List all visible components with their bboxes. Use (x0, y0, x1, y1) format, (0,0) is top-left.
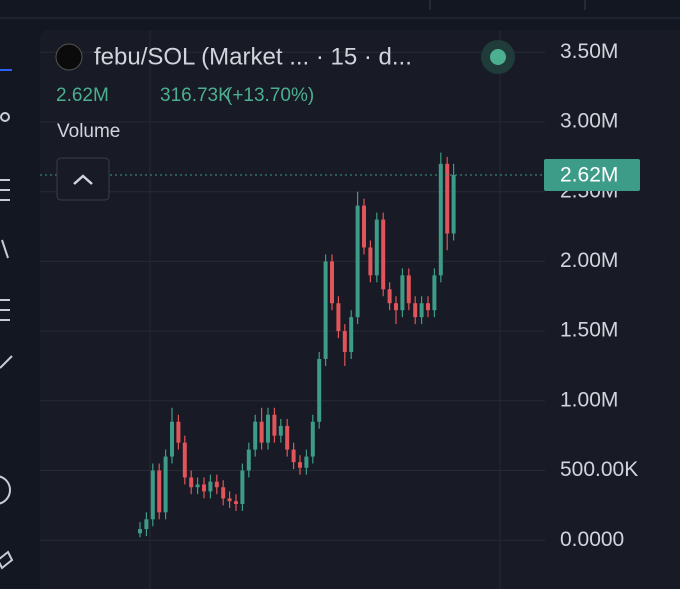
toolbar-icon[interactable] (1, 239, 9, 259)
candle-body (266, 414, 270, 443)
toolbar-icon[interactable] (0, 179, 10, 201)
toolbar-icon[interactable] (0, 475, 11, 505)
collapse-button[interactable] (56, 157, 110, 201)
candle-body (246, 449, 251, 471)
candle-body (426, 303, 430, 311)
candle-body (214, 481, 219, 488)
candle-body (259, 421, 264, 443)
y-tick-label: 1.50M (560, 319, 618, 342)
candle-body (234, 501, 238, 504)
token-icon (55, 43, 83, 71)
candle-body (150, 470, 155, 520)
candle-body (438, 163, 443, 276)
last-value-box (544, 158, 640, 191)
candle-body (304, 456, 309, 468)
candle-body (189, 477, 194, 488)
candle-body (387, 289, 392, 304)
candle-body (253, 421, 258, 450)
last-value-label: 2.62M (560, 164, 618, 187)
chart-panel (40, 30, 680, 589)
candle-body (227, 498, 232, 502)
candle-body (342, 331, 347, 353)
candle-body (413, 303, 418, 318)
y-tick-label: 1.00M (560, 388, 618, 411)
candle-body (330, 261, 334, 304)
candle-body (374, 219, 379, 276)
status-dot (490, 49, 506, 65)
candle-body (170, 421, 174, 457)
candle-body (138, 529, 142, 534)
candle-body (202, 484, 206, 492)
candle-body (394, 303, 398, 311)
candle-body (176, 421, 181, 443)
candle-body (349, 317, 354, 353)
candle-body (278, 425, 283, 436)
candle-body (240, 470, 245, 504)
toolbar-icon[interactable] (0, 550, 14, 570)
collapse-icon (73, 174, 93, 185)
toolbar (0, 69, 14, 570)
pane-label: Volume (57, 121, 120, 142)
candle-body (144, 519, 149, 530)
toolbar-icon[interactable] (0, 355, 13, 369)
candle-body (157, 470, 162, 513)
candle-body (451, 174, 456, 234)
chart-title: febu/SOL (Market ... · 15 · d... (94, 43, 412, 70)
candle-body (285, 425, 290, 450)
candle-body (419, 303, 424, 318)
candle-body (368, 247, 373, 276)
candle-body (310, 421, 315, 457)
y-tick-label: 0.0000 (560, 528, 624, 551)
candle-body (221, 487, 226, 499)
y-tick-label: 2.00M (560, 249, 618, 272)
candle-body (298, 462, 302, 468)
candle-body (336, 303, 341, 332)
candle-body (195, 484, 200, 488)
y-tick-label: 500.00K (560, 458, 638, 481)
candle-body (445, 163, 450, 234)
candle-body (208, 481, 213, 492)
candle-body (406, 275, 411, 304)
candle-body (163, 456, 168, 513)
header-stat: (+13.70%) (226, 85, 314, 106)
header-stat: 316.73K (160, 85, 231, 106)
candle-body (432, 275, 437, 311)
candle-body (323, 261, 328, 359)
candle-body (362, 205, 366, 248)
candle-body (381, 219, 386, 290)
candle-body (400, 275, 405, 311)
candle-body (291, 449, 296, 463)
candle-body (355, 205, 360, 318)
toolbar-icon[interactable] (0, 299, 10, 321)
candle-body (272, 414, 277, 436)
header-stat: 2.62M (56, 85, 109, 106)
plot (40, 51, 545, 541)
y-tick-label: 3.00M (560, 110, 618, 133)
candle-body (317, 358, 322, 422)
toolbar-icon[interactable] (0, 112, 10, 122)
y-tick-label: 3.50M (560, 40, 618, 63)
candle-body (182, 442, 187, 478)
